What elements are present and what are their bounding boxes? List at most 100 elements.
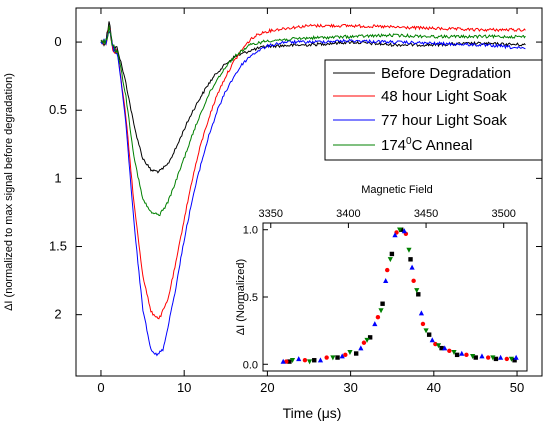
inset-point-square bbox=[287, 359, 292, 364]
legend-label-48h: 48 hour Light Soak bbox=[381, 88, 507, 105]
inset-point-triangle-up bbox=[339, 353, 345, 359]
inset-point-circle bbox=[464, 352, 469, 358]
legend-label-anneal: 1740C Anneal bbox=[381, 136, 472, 154]
y-tick-label: 0.5 bbox=[49, 102, 67, 117]
inset-point-triangle-up bbox=[280, 358, 286, 364]
inset-y-tick-label: 1.0 bbox=[243, 225, 258, 237]
y-tick-label: 2 bbox=[54, 307, 61, 322]
inset-point-circle bbox=[504, 356, 510, 362]
main-ticks: 0 10 20 30 40 50 0 0.5 1 1.5 2 bbox=[49, 8, 542, 395]
inset-point-square bbox=[408, 257, 413, 262]
inset-point-triangle-down bbox=[378, 308, 384, 314]
inset-point-square bbox=[426, 332, 432, 337]
inset-point-triangle-up bbox=[409, 264, 415, 270]
series-line-anneal bbox=[100, 25, 526, 217]
series-line-before-degradation bbox=[100, 21, 526, 174]
inset-point-triangle-up bbox=[383, 278, 389, 284]
y-tick-label: 1.5 bbox=[49, 239, 67, 254]
inset-point-square bbox=[312, 358, 317, 363]
inset-point-square bbox=[353, 351, 359, 356]
inset-point-triangle-down bbox=[330, 355, 336, 361]
inset-point-triangle-down bbox=[508, 356, 515, 362]
inset-y-axis-title: ΔI (Normalized) bbox=[235, 259, 247, 335]
inset-point-triangle-up bbox=[317, 357, 324, 363]
legend-label-77h: 77 hour Light Soak bbox=[381, 112, 507, 129]
inset-background bbox=[263, 223, 527, 371]
inset-point-triangle-down bbox=[451, 349, 457, 355]
inset-point-square bbox=[389, 251, 395, 257]
anneal-suffix: C Anneal bbox=[412, 137, 473, 154]
inset-point-square bbox=[473, 355, 478, 360]
inset-x-tick-label: 3450 bbox=[414, 208, 438, 220]
inset-point-triangle-down bbox=[364, 337, 370, 343]
inset-point-triangle-up bbox=[429, 337, 435, 343]
inset-ticks: 3350 3400 3450 3500 0.0 0.5 1.0 bbox=[243, 208, 516, 371]
inset-point-triangle-down bbox=[387, 257, 393, 263]
inset-point-circle bbox=[420, 321, 426, 327]
inset-series-group bbox=[280, 227, 519, 365]
inset-point-circle bbox=[411, 278, 416, 284]
x-tick-label: 0 bbox=[97, 380, 104, 395]
x-tick-label: 10 bbox=[177, 380, 191, 395]
legend-label-before: Before Degradation bbox=[381, 65, 511, 82]
inset-point-square bbox=[380, 301, 385, 306]
inset-point-triangle-down bbox=[423, 328, 429, 334]
inset-point-square bbox=[399, 227, 404, 232]
y-tick-label: 0 bbox=[54, 34, 61, 49]
inset-point-triangle-up bbox=[442, 345, 448, 351]
inset-point-triangle-down bbox=[406, 247, 412, 253]
inset-y-tick-label: 0.0 bbox=[243, 359, 258, 371]
inset-point-triangle-down bbox=[490, 355, 496, 361]
inset-point-square bbox=[454, 352, 460, 358]
inset-point-triangle-up bbox=[513, 354, 519, 360]
inset-point-circle bbox=[385, 267, 390, 273]
anneal-prefix: 174 bbox=[381, 137, 406, 154]
legend: Before Degradation 48 hour Light Soak 77… bbox=[324, 59, 543, 161]
x-tick-label: 50 bbox=[510, 380, 524, 395]
inset-point-square bbox=[439, 345, 444, 351]
inset-y-tick-label: 0.5 bbox=[243, 292, 258, 304]
inset-point-triangle-down bbox=[470, 354, 476, 359]
inset-point-triangle-down bbox=[435, 343, 442, 349]
inset-point-triangle-up bbox=[401, 228, 407, 234]
inset-point-triangle-down bbox=[397, 227, 403, 233]
inset-point-circle bbox=[485, 355, 491, 360]
legend-box bbox=[324, 59, 543, 161]
inset-point-circle bbox=[343, 352, 348, 358]
inset-point-circle bbox=[447, 348, 452, 354]
inset-point-square bbox=[493, 356, 499, 362]
anneal-superscript: 0 bbox=[406, 136, 412, 147]
inset-x-tick-label: 3400 bbox=[336, 208, 360, 220]
inset-point-triangle-down bbox=[306, 359, 313, 365]
inset-point-circle bbox=[361, 340, 367, 345]
inset-point-triangle-down bbox=[289, 358, 296, 364]
inset-point-square bbox=[416, 292, 421, 297]
inset-point-triangle-up bbox=[392, 232, 398, 238]
inset-point-triangle-up bbox=[418, 310, 424, 316]
x-axis-title: Time (μs) bbox=[283, 405, 342, 421]
inset-point-triangle-up bbox=[372, 321, 378, 327]
inset-point-triangle-up bbox=[296, 356, 302, 362]
main-plot-frame bbox=[75, 7, 543, 377]
x-tick-label: 20 bbox=[260, 380, 274, 395]
series-line-48h-light-soak bbox=[100, 23, 526, 320]
inset-point-triangle-up bbox=[479, 353, 485, 359]
inset-point-triangle-up bbox=[498, 354, 504, 360]
main-series-group bbox=[100, 21, 526, 357]
inset-plot-frame bbox=[262, 222, 528, 372]
series-line-77h-light-soak bbox=[100, 29, 526, 357]
inset-chart: Magnetic Field ΔI (Normalized) 3350 3400 3… bbox=[235, 184, 528, 372]
inset-point-circle bbox=[324, 355, 329, 360]
y-tick-label: 1 bbox=[54, 170, 61, 185]
x-tick-label: 40 bbox=[427, 380, 441, 395]
inset-point-square bbox=[512, 358, 517, 363]
inset-point-square bbox=[335, 355, 340, 360]
inset-point-triangle-down bbox=[414, 288, 420, 294]
inset-x-tick-label: 3350 bbox=[259, 208, 283, 220]
inset-x-axis-title: Magnetic Field bbox=[361, 184, 433, 196]
inset-point-triangle-up bbox=[358, 345, 364, 351]
y-axis-title: ΔI (normalized to max signal before degr… bbox=[3, 73, 15, 311]
inset-point-square bbox=[367, 335, 373, 340]
inset-point-circle bbox=[302, 358, 308, 363]
